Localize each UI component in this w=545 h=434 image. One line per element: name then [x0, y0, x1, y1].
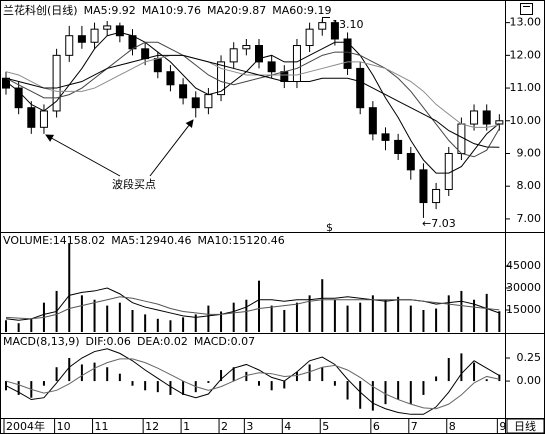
- legend-entry: 兰花科创(日线): [3, 3, 78, 17]
- y-tick-label: 7.00: [517, 212, 542, 225]
- y-tick-label: 9.00: [517, 146, 542, 159]
- buy-point-annotation: 波段买点: [112, 177, 156, 191]
- candle-body: [432, 188, 441, 204]
- candle-body: [14, 87, 23, 109]
- legend-entry: MACD(8,13,9): [3, 335, 80, 348]
- event-marker: $: [326, 221, 333, 234]
- candle-body: [52, 54, 61, 112]
- line-series: [5, 31, 500, 174]
- x-tick-label: 8: [449, 420, 456, 433]
- y-tick-label: 8.00: [517, 179, 542, 192]
- y-tick-label: 11.00: [510, 81, 542, 94]
- low-annotation: ←7.03: [422, 217, 456, 230]
- legend-entry: MA10:9.76: [142, 4, 201, 17]
- y-tick-label: 30000: [506, 281, 541, 294]
- x-tick-label: 1: [183, 420, 190, 433]
- candle-body: [191, 97, 200, 109]
- period-button[interactable]: [506, 418, 545, 434]
- legend-entry: VOLUME:14158.02: [3, 234, 105, 247]
- legend-entry: MA5:9.92: [84, 4, 136, 17]
- candle-body: [217, 61, 226, 96]
- candle-body: [141, 48, 150, 60]
- candle-body: [204, 94, 213, 109]
- x-tick-label: 12: [145, 420, 159, 433]
- candle-body: [406, 152, 415, 171]
- line-series: [5, 296, 500, 320]
- x-tick-label: 6: [373, 420, 380, 433]
- x-tick-label: 3: [246, 420, 253, 433]
- x-tick-label: 2004年: [6, 419, 45, 433]
- x-tick-label: 10: [57, 420, 71, 433]
- y-tick-label: 13.00: [510, 16, 542, 29]
- period-label[interactable]: 日线: [514, 419, 536, 433]
- legend-entry: MA20:9.87: [207, 4, 266, 17]
- candle-body: [318, 22, 327, 30]
- x-tick-label: 5: [322, 420, 329, 433]
- candle-body: [394, 139, 403, 154]
- x-tick-label: 7: [411, 420, 418, 433]
- legend-entry: MA10:15120.46: [197, 234, 284, 247]
- y-tick-label: 0.00: [517, 374, 542, 387]
- candle-body: [39, 110, 48, 128]
- candle-body: [255, 45, 263, 63]
- candle-body: [368, 107, 377, 135]
- y-tick-label: 10.00: [510, 114, 542, 127]
- annotation-arrow: [149, 119, 194, 177]
- line-series: [5, 41, 500, 158]
- candle-body: [343, 38, 352, 69]
- candle-body: [381, 133, 390, 141]
- y-tick-label: 12.00: [510, 48, 542, 61]
- candle-body: [330, 22, 339, 40]
- y-tick-label: 45000: [506, 259, 541, 272]
- line-series: [5, 54, 500, 148]
- line-series: [5, 287, 500, 321]
- legend-entry: MA5:12940.46: [111, 234, 191, 247]
- annotation-arrow: [45, 134, 121, 177]
- candle-body: [115, 25, 124, 37]
- candle-body: [179, 84, 188, 99]
- candle-body: [470, 110, 479, 125]
- candle-body: [356, 67, 365, 109]
- candle-body: [419, 169, 428, 204]
- x-tick-label: 4: [284, 420, 291, 433]
- candle-body: [229, 48, 238, 63]
- candle-body: [267, 61, 276, 73]
- legend-entry: MACD:0.07: [194, 335, 255, 348]
- line-series: [5, 54, 500, 128]
- y-tick-label: 0.25: [517, 351, 542, 364]
- candle-body: [482, 110, 491, 125]
- line-series: [5, 358, 500, 410]
- candle-body: [305, 28, 314, 47]
- x-tick-label: 11: [95, 420, 109, 433]
- candle-body: [166, 71, 175, 86]
- candle-body: [280, 71, 289, 83]
- x-tick-label: 9: [499, 420, 506, 433]
- x-tick-label: 2: [221, 420, 228, 433]
- candle-body: [128, 35, 137, 50]
- window-icon[interactable]: [520, 3, 533, 15]
- legend-entry: DIF:0.06: [86, 335, 131, 348]
- candle-body: [153, 58, 162, 73]
- legend-entry: DEA:0.02: [137, 335, 188, 348]
- candle-body: [65, 35, 74, 56]
- candle-body: [27, 107, 36, 128]
- candle-body: [495, 120, 504, 125]
- line-series: [5, 348, 500, 415]
- candle-body: [103, 25, 112, 30]
- legend-entry: MA60:9.19: [272, 4, 331, 17]
- candle-body: [242, 45, 251, 50]
- candle-body: [292, 45, 301, 83]
- y-tick-label: 15000: [506, 303, 541, 316]
- candle-body: [77, 35, 86, 43]
- peak-annotation: 13.10: [332, 18, 364, 31]
- candle-body: [90, 28, 99, 43]
